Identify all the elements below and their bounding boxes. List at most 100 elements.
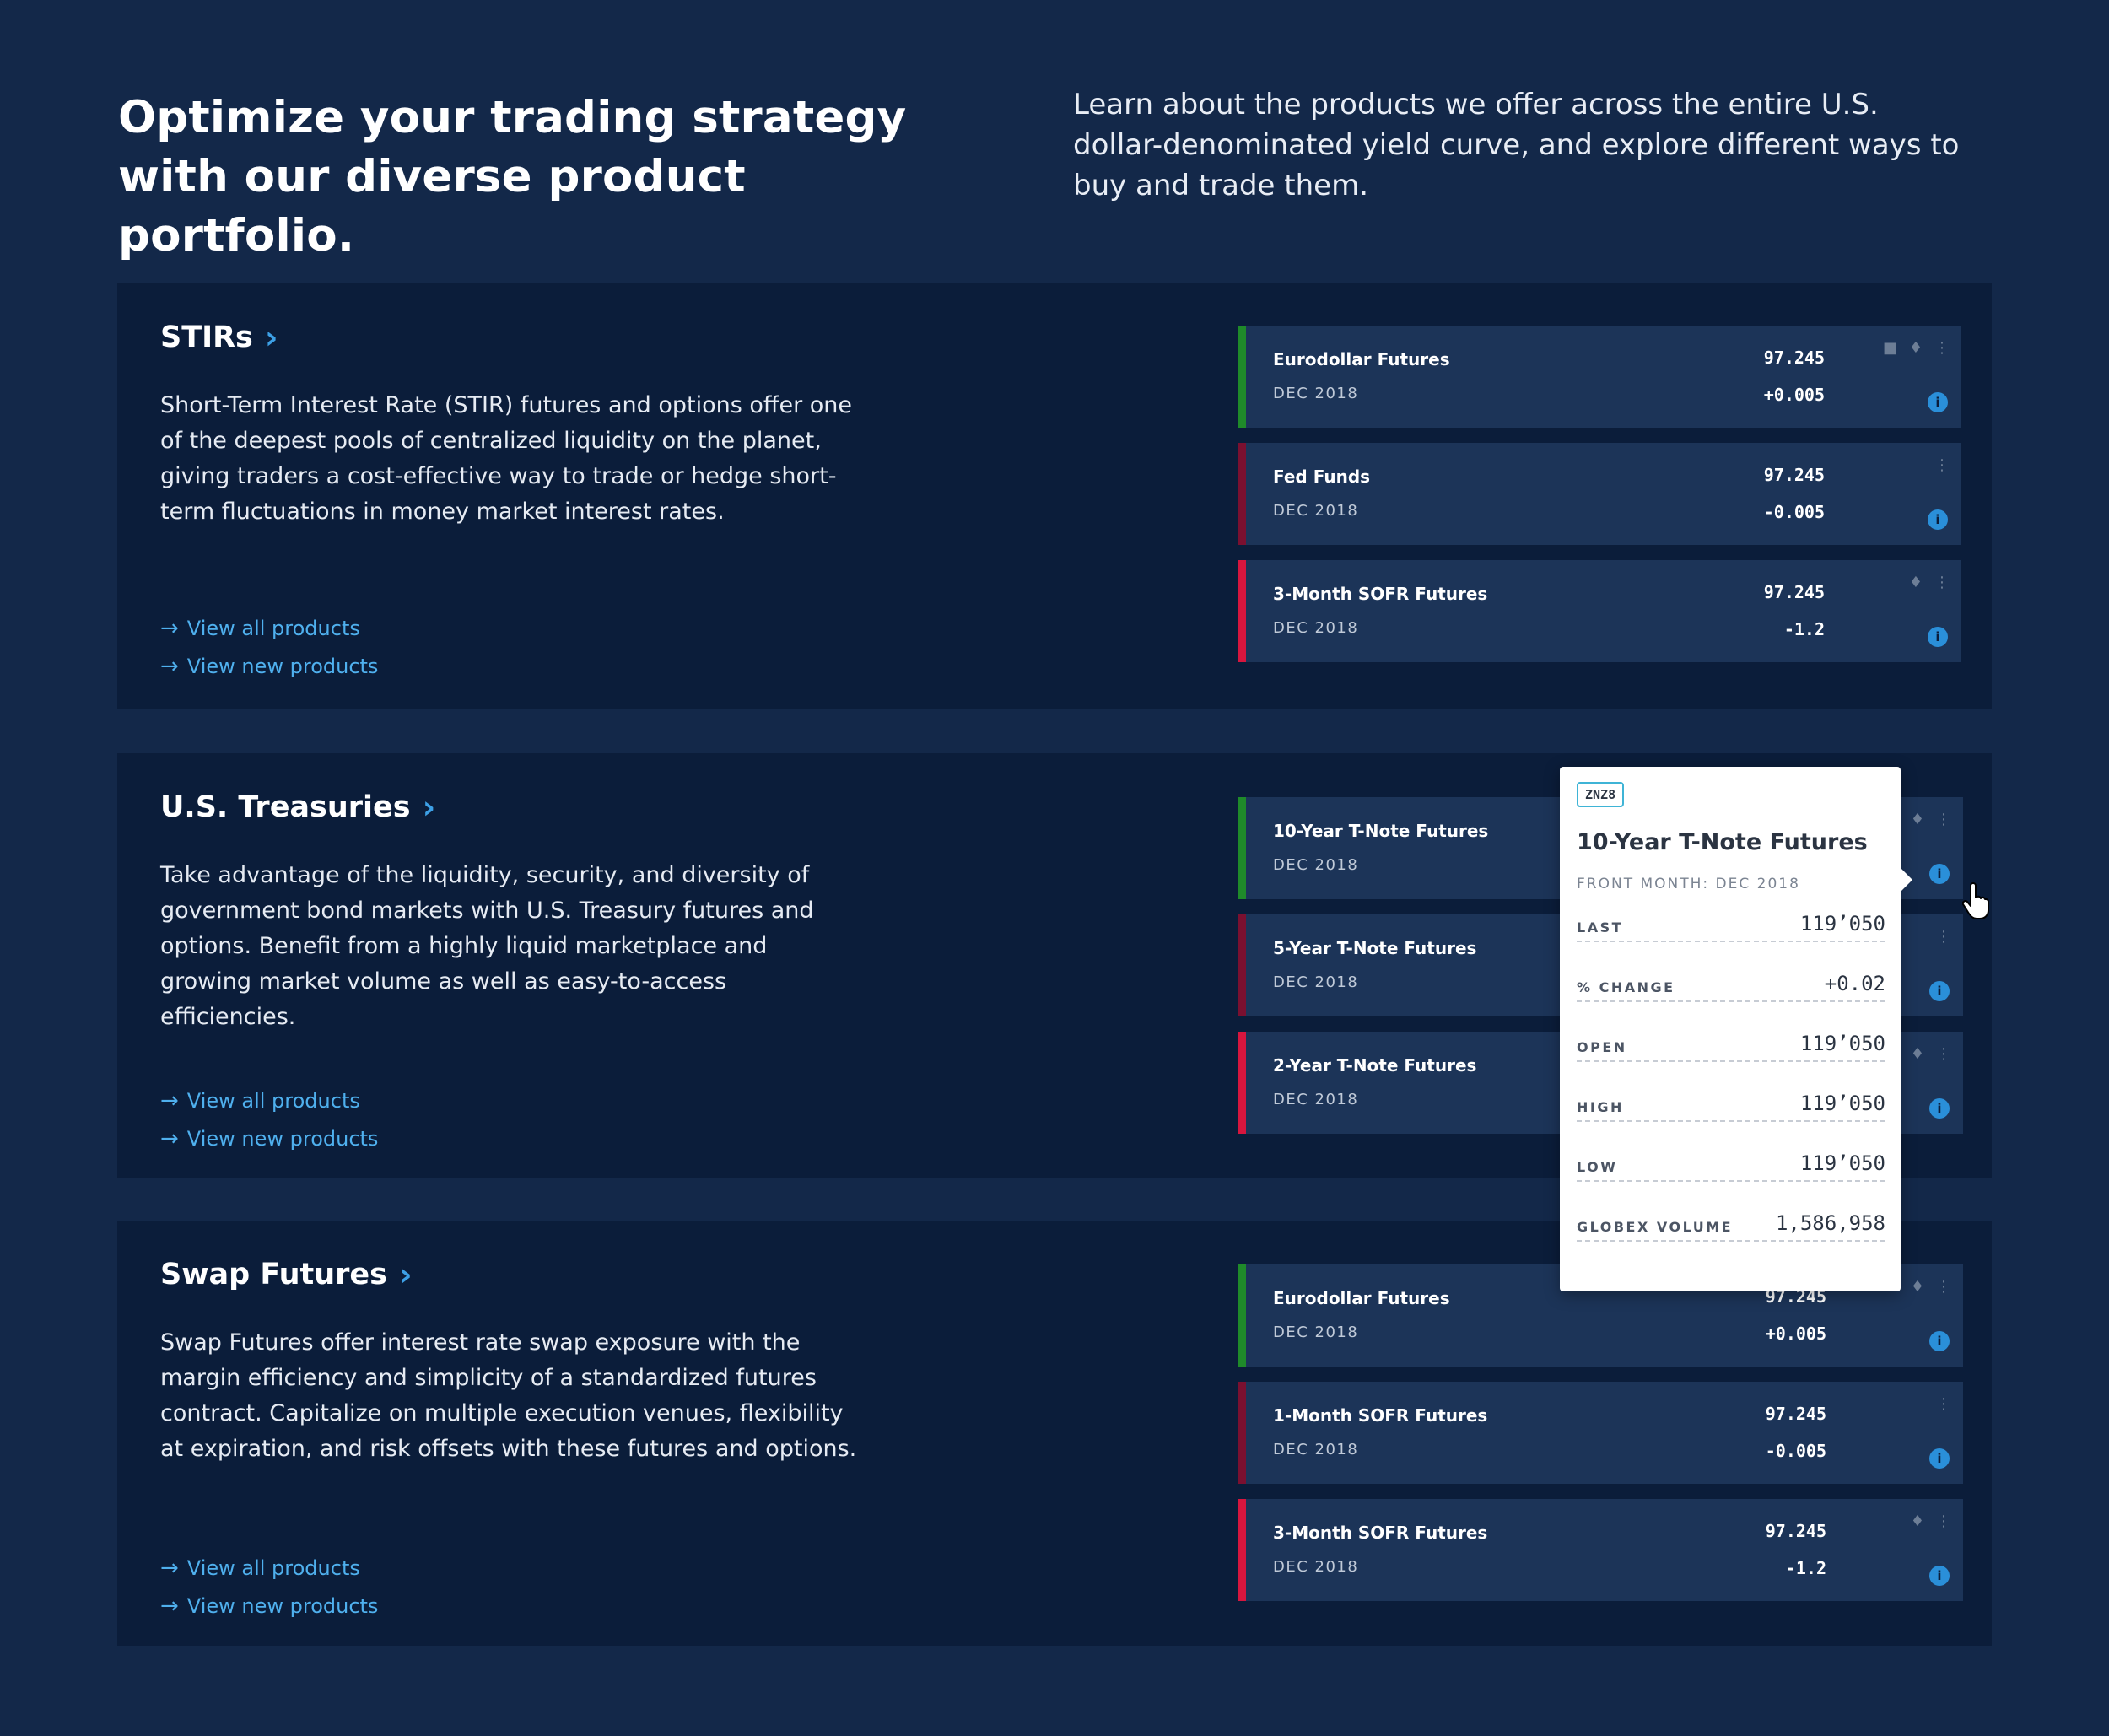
more-icon[interactable]: ⋮: [1936, 1395, 1951, 1413]
status-bar: [1238, 1264, 1246, 1367]
more-icon[interactable]: ⋮: [1934, 456, 1950, 474]
link-label: View new products: [186, 1126, 379, 1151]
chevron-right-icon: ›: [264, 319, 278, 356]
product-change: -0.005: [1765, 1441, 1826, 1461]
info-icon[interactable]: i: [1929, 1331, 1950, 1351]
more-icon[interactable]: ⋮: [1936, 928, 1951, 946]
more-icon[interactable]: ⋮: [1934, 339, 1950, 357]
info-icon[interactable]: i: [1929, 1566, 1950, 1586]
tooltip-front-month: FRONT MONTH: DEC 2018: [1577, 876, 1800, 891]
more-icon[interactable]: ⋮: [1936, 1512, 1951, 1530]
product-card[interactable]: 3-Month SOFR Futures DEC 2018 97.245 -1.2 ♦ ⋮…: [1238, 1499, 1963, 1601]
info-icon[interactable]: i: [1929, 981, 1950, 1001]
product-price: 97.245: [1765, 1521, 1826, 1541]
info-icon[interactable]: i: [1928, 392, 1948, 412]
section-description: Short-Term Interest Rate (STIR) futures …: [160, 392, 853, 525]
view-all-products-link[interactable]: → View all products: [160, 1549, 378, 1587]
more-icon[interactable]: ⋮: [1936, 1045, 1951, 1063]
product-month: DEC 2018: [1273, 385, 1359, 400]
product-month: DEC 2018: [1273, 502, 1359, 517]
product-card[interactable]: 1-Month SOFR Futures DEC 2018 97.245 -0.005…: [1238, 1382, 1963, 1484]
quote-value: +0.02: [1824, 972, 1885, 995]
product-month: DEC 2018: [1273, 1091, 1359, 1106]
status-bar: [1238, 797, 1246, 899]
product-card[interactable]: Eurodollar Futures DEC 2018 97.245 +0.005 ■ ♦…: [1238, 326, 1961, 428]
product-change: -1.2: [1785, 1558, 1826, 1578]
section-title: Swap Futures: [160, 1258, 387, 1291]
product-price: 97.245: [1763, 582, 1825, 602]
quote-value: 119’050: [1799, 912, 1885, 935]
more-icon[interactable]: ⋮: [1934, 574, 1950, 591]
section-title-link[interactable]: STIRs ›: [160, 321, 278, 354]
page-intro: Learn about the products we offer across…: [1073, 88, 1960, 202]
info-icon[interactable]: i: [1928, 509, 1948, 530]
product-name: Eurodollar Futures: [1273, 349, 1450, 369]
bell-icon[interactable]: ♦: [1908, 574, 1923, 591]
quote-label: GLOBEX VOLUME: [1577, 1219, 1734, 1235]
section-title-link[interactable]: Swap Futures ›: [160, 1258, 413, 1291]
hand-cursor-icon: [1962, 882, 1989, 919]
info-icon[interactable]: i: [1929, 864, 1950, 884]
status-bar: [1238, 560, 1246, 662]
view-all-products-link[interactable]: → View all products: [160, 1081, 378, 1119]
section-description: Swap Futures offer interest rate swap ex…: [160, 1329, 857, 1462]
quote-value: 119’050: [1799, 1032, 1885, 1055]
product-tooltip: ZNZ8 10-Year T-Note Futures FRONT MONTH:…: [1560, 767, 1912, 1291]
quote-row: HIGH 119’050: [1577, 1088, 1885, 1122]
product-change: +0.005: [1765, 1324, 1826, 1344]
view-new-products-link[interactable]: → View new products: [160, 1587, 378, 1625]
quote-row: LAST 119’050: [1577, 908, 1885, 942]
arrow-right-icon: →: [160, 1555, 179, 1581]
view-all-products-link[interactable]: → View all products: [160, 609, 378, 647]
status-bar: [1238, 1499, 1246, 1601]
info-icon[interactable]: i: [1929, 1448, 1950, 1469]
product-month: DEC 2018: [1273, 1558, 1359, 1573]
quote-value: 119’050: [1799, 1151, 1885, 1175]
bell-icon[interactable]: ♦: [1910, 1512, 1924, 1530]
product-name: Eurodollar Futures: [1273, 1288, 1450, 1308]
status-bar: [1238, 443, 1246, 545]
tooltip-pointer: [1901, 868, 1912, 892]
more-icon[interactable]: ⋮: [1936, 811, 1951, 828]
section-title-link[interactable]: U.S. Treasuries ›: [160, 790, 435, 824]
product-month: DEC 2018: [1273, 1441, 1359, 1456]
chevron-right-icon: ›: [422, 789, 436, 826]
info-icon[interactable]: i: [1928, 627, 1948, 647]
product-card[interactable]: Fed Funds DEC 2018 97.245 -0.005 ⋮ i: [1238, 443, 1961, 545]
product-month: DEC 2018: [1273, 973, 1359, 989]
arrow-right-icon: →: [160, 1087, 179, 1113]
product-name: 1-Month SOFR Futures: [1273, 1405, 1488, 1426]
chevron-right-icon: ›: [398, 1256, 413, 1293]
product-name: 2-Year T-Note Futures: [1273, 1055, 1477, 1076]
briefcase-icon[interactable]: ■: [1882, 339, 1897, 357]
quote-row: GLOBEX VOLUME 1,586,958: [1577, 1208, 1885, 1242]
tooltip-title: 10-Year T-Note Futures: [1577, 829, 1868, 855]
quote-value: 1,586,958: [1775, 1211, 1885, 1235]
quote-label: HIGH: [1577, 1099, 1624, 1115]
product-price: 97.245: [1763, 348, 1825, 368]
view-new-products-link[interactable]: → View new products: [160, 1119, 378, 1157]
section-description: Take advantage of the liquidity, securit…: [160, 862, 814, 1030]
product-month: DEC 2018: [1273, 619, 1359, 634]
section-title: U.S. Treasuries: [160, 790, 411, 824]
product-name: 5-Year T-Note Futures: [1273, 938, 1477, 958]
info-icon[interactable]: i: [1929, 1098, 1950, 1119]
product-change: +0.005: [1763, 385, 1825, 405]
page-headline: Optimize your trading strategy with our …: [118, 92, 907, 261]
bell-icon[interactable]: ♦: [1910, 1045, 1924, 1063]
product-card[interactable]: 3-Month SOFR Futures DEC 2018 97.245 -1.2 ♦ ⋮…: [1238, 560, 1961, 662]
arrow-right-icon: →: [160, 1125, 179, 1151]
product-name: 3-Month SOFR Futures: [1273, 1523, 1488, 1543]
quote-label: % CHANGE: [1577, 979, 1675, 995]
quote-label: OPEN: [1577, 1039, 1627, 1055]
bell-icon[interactable]: ♦: [1910, 811, 1924, 828]
view-new-products-link[interactable]: → View new products: [160, 647, 378, 685]
bell-icon[interactable]: ♦: [1908, 339, 1923, 357]
product-price: 97.245: [1763, 465, 1825, 485]
more-icon[interactable]: ⋮: [1936, 1278, 1951, 1296]
product-change: -1.2: [1783, 619, 1825, 639]
quote-value: 119’050: [1799, 1092, 1885, 1115]
bell-icon[interactable]: ♦: [1910, 1278, 1924, 1296]
product-change: -0.005: [1763, 502, 1825, 522]
quote-row: LOW 119’050: [1577, 1148, 1885, 1182]
